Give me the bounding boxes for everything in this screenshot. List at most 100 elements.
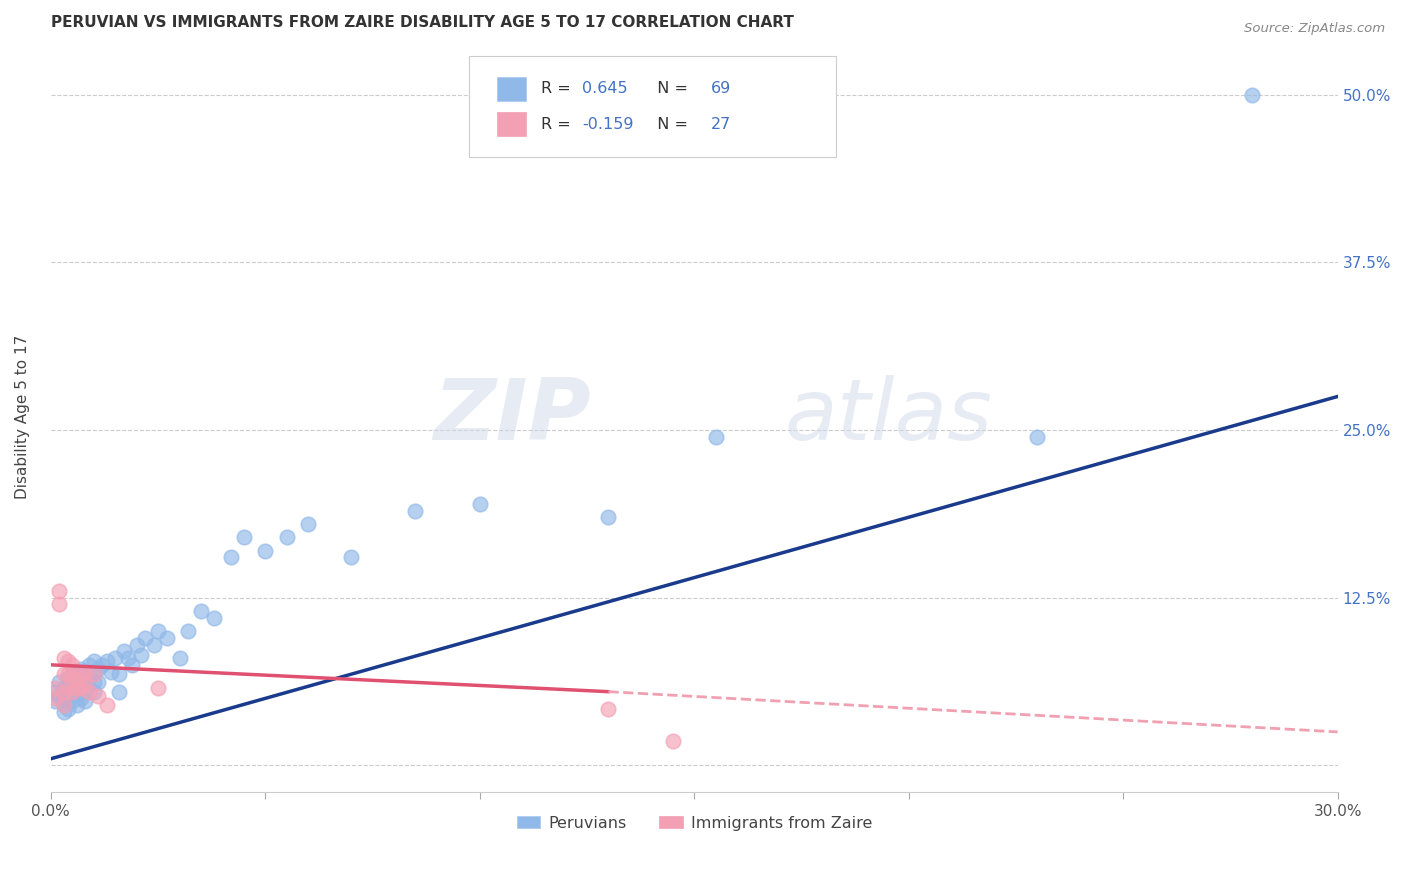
Point: [60, 684, 83, 698]
Point: [60, 657, 83, 672]
Point: [87, 689, 110, 703]
Point: [52, 651, 75, 665]
Point: [598, 510, 620, 524]
Point: [52, 698, 75, 712]
Point: [96, 654, 118, 668]
Point: [44, 691, 66, 706]
FancyBboxPatch shape: [470, 56, 835, 157]
Point: [83, 675, 105, 690]
Point: [1026, 430, 1049, 444]
Point: [134, 631, 156, 645]
Text: ZIP: ZIP: [433, 376, 592, 458]
Text: 69: 69: [711, 81, 731, 95]
Point: [598, 702, 620, 716]
Point: [56, 689, 79, 703]
Point: [297, 516, 319, 531]
Text: -0.159: -0.159: [582, 117, 634, 132]
Point: [79, 684, 101, 698]
Legend: Peruvians, Immigrants from Zaire: Peruvians, Immigrants from Zaire: [510, 809, 879, 837]
Bar: [498, 77, 526, 101]
Point: [56, 694, 79, 708]
Point: [75, 678, 97, 692]
Point: [75, 675, 97, 690]
Point: [79, 657, 101, 672]
Point: [96, 698, 118, 712]
Point: [48, 598, 70, 612]
Point: [52, 681, 75, 695]
Point: [340, 550, 363, 565]
Text: R =: R =: [541, 117, 576, 132]
Point: [70, 667, 93, 681]
Point: [169, 651, 191, 665]
Point: [52, 705, 75, 719]
Point: [70, 671, 93, 685]
Text: N =: N =: [647, 117, 693, 132]
Point: [108, 684, 131, 698]
Text: N =: N =: [647, 81, 693, 95]
Point: [83, 665, 105, 679]
Point: [79, 671, 101, 685]
Point: [83, 654, 105, 668]
Point: [60, 694, 83, 708]
Point: [83, 684, 105, 698]
Point: [468, 497, 491, 511]
Point: [70, 681, 93, 695]
Point: [70, 691, 93, 706]
Point: [60, 684, 83, 698]
Point: [65, 671, 87, 685]
Text: R =: R =: [541, 81, 576, 95]
Point: [1240, 87, 1263, 102]
Point: [65, 665, 87, 679]
Point: [44, 684, 66, 698]
Y-axis label: Disability Age 5 to 17: Disability Age 5 to 17: [15, 334, 30, 499]
Point: [146, 624, 169, 639]
Point: [190, 604, 212, 618]
Point: [52, 691, 75, 706]
Point: [48, 675, 70, 690]
Point: [65, 673, 87, 688]
Point: [91, 657, 114, 672]
Point: [56, 667, 79, 681]
Bar: [498, 112, 526, 136]
Text: Source: ZipAtlas.com: Source: ZipAtlas.com: [1244, 22, 1385, 36]
Point: [44, 681, 66, 695]
Point: [70, 681, 93, 695]
Point: [87, 675, 110, 690]
Point: [65, 681, 87, 695]
Point: [60, 678, 83, 692]
Point: [75, 694, 97, 708]
Point: [112, 644, 135, 658]
Point: [48, 584, 70, 599]
Point: [75, 667, 97, 681]
Point: [87, 662, 110, 676]
Point: [662, 734, 685, 748]
Point: [254, 543, 277, 558]
Point: [232, 530, 254, 544]
Point: [56, 671, 79, 685]
Point: [48, 689, 70, 703]
Point: [56, 681, 79, 695]
Text: atlas: atlas: [785, 376, 993, 458]
Point: [75, 667, 97, 681]
Point: [44, 694, 66, 708]
Point: [100, 665, 122, 679]
Point: [52, 684, 75, 698]
Point: [177, 624, 200, 639]
Point: [276, 530, 298, 544]
Point: [125, 638, 148, 652]
Point: [52, 698, 75, 712]
Point: [56, 702, 79, 716]
Point: [65, 689, 87, 703]
Text: 0.645: 0.645: [582, 81, 628, 95]
Text: PERUVIAN VS IMMIGRANTS FROM ZAIRE DISABILITY AGE 5 TO 17 CORRELATION CHART: PERUVIAN VS IMMIGRANTS FROM ZAIRE DISABI…: [51, 15, 794, 30]
Point: [129, 648, 152, 663]
Point: [75, 684, 97, 698]
Point: [65, 681, 87, 695]
Point: [83, 667, 105, 681]
Point: [104, 651, 127, 665]
Point: [56, 654, 79, 668]
Point: [704, 430, 727, 444]
Text: 27: 27: [711, 117, 731, 132]
Point: [65, 698, 87, 712]
Point: [52, 667, 75, 681]
